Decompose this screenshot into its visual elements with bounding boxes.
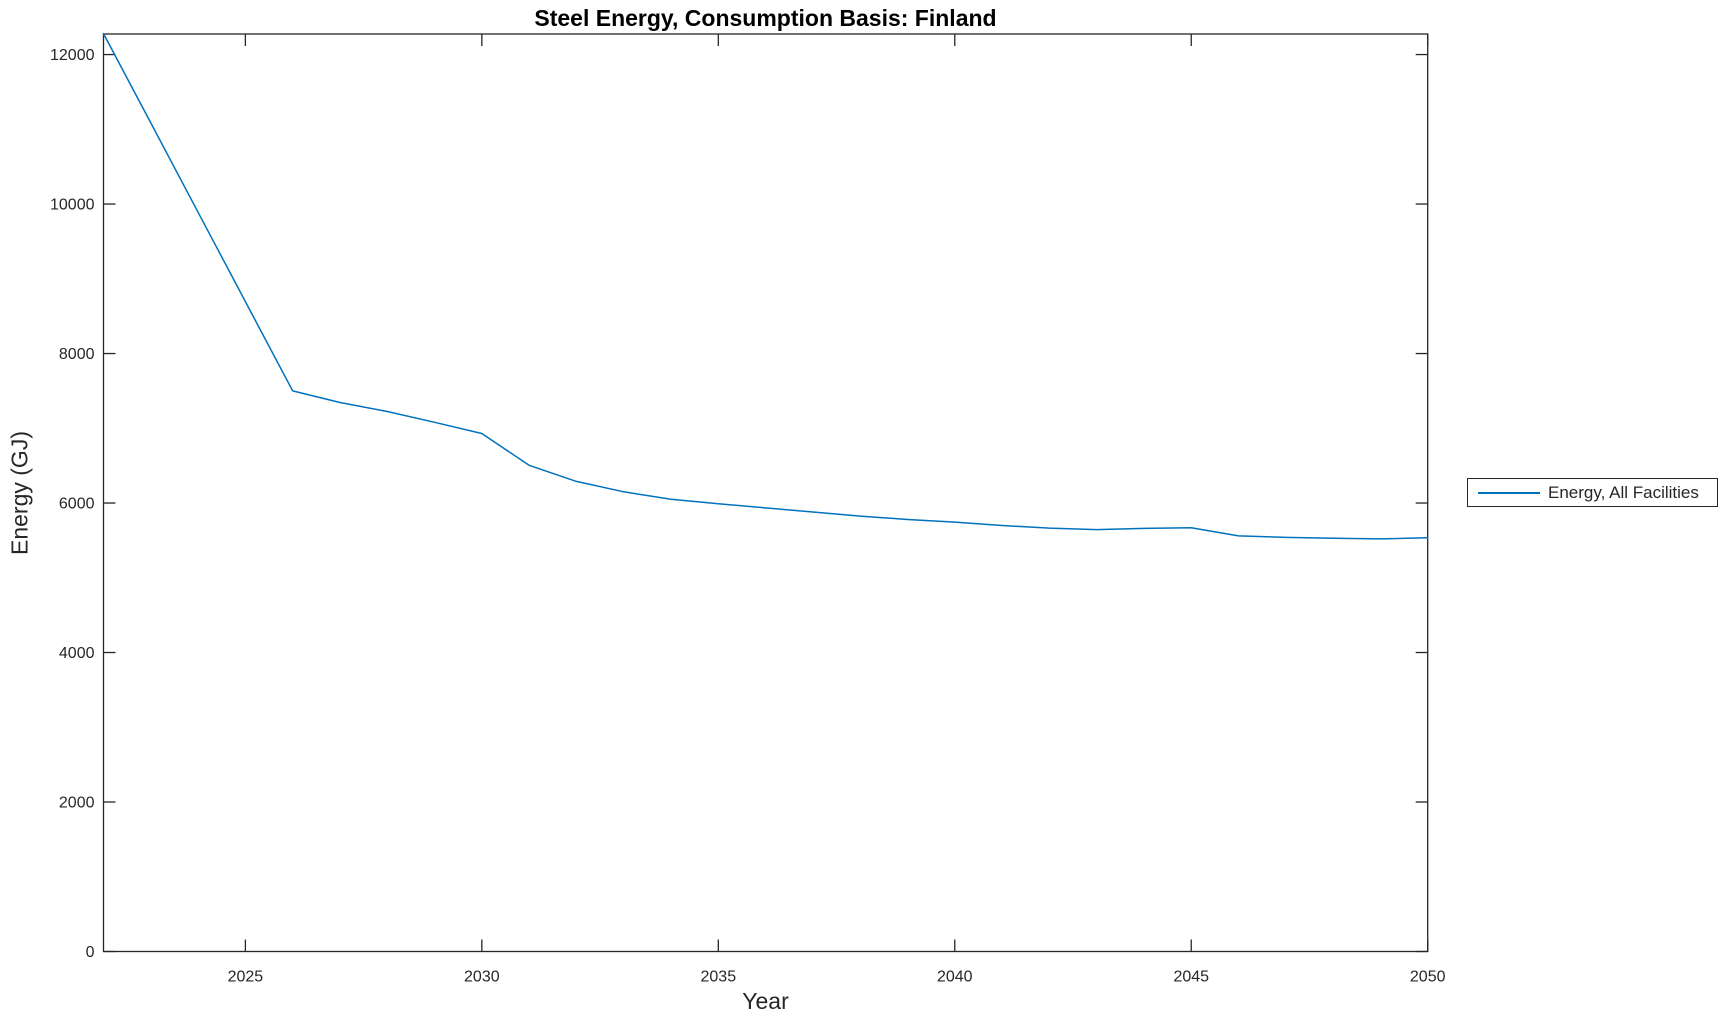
legend-line-sample: [1478, 491, 1540, 494]
x-tick-label: 2040: [937, 969, 973, 986]
y-axis-label: Energy (GJ): [6, 431, 33, 555]
y-tick-label: 0: [86, 944, 95, 961]
x-tick-label: 2030: [464, 969, 500, 986]
y-tick-label: 10000: [50, 197, 95, 214]
legend-label: Energy, All Facilities: [1548, 482, 1699, 502]
y-tick-label: 8000: [59, 346, 95, 363]
x-tick-label: 2050: [1410, 969, 1446, 986]
y-tick-label: 6000: [59, 496, 95, 513]
x-tick-label: 2035: [701, 969, 737, 986]
x-tick-label: 2025: [228, 969, 264, 986]
series-line-energy-all-facilities: [102, 32, 1429, 540]
chart-title: Steel Energy, Consumption Basis: Finland: [534, 5, 997, 31]
legend: Energy, All Facilities: [1467, 478, 1718, 507]
y-tick-label: 4000: [59, 645, 95, 662]
y-tick-label: 2000: [59, 795, 95, 812]
x-tick-label: 2045: [1173, 969, 1209, 986]
y-tick-label: 12000: [50, 47, 95, 64]
x-axis-label: Year: [742, 988, 789, 1014]
axes-box: [102, 33, 1429, 953]
